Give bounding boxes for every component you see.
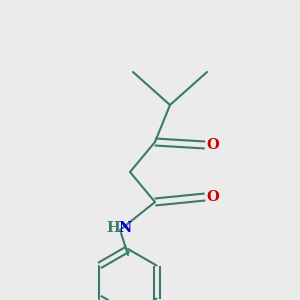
Text: O: O <box>207 190 219 204</box>
Text: H: H <box>106 221 120 235</box>
Text: N: N <box>118 221 132 235</box>
Text: O: O <box>207 138 219 152</box>
